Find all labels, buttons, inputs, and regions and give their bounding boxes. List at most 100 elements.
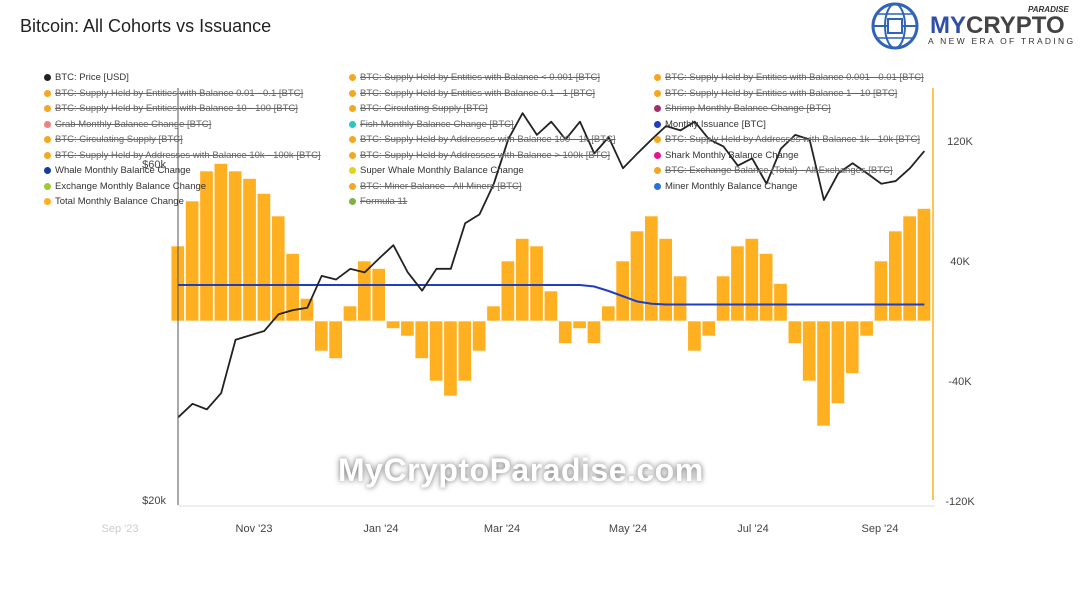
legend-label: BTC: Miner Balance - All Miners [BTC]: [360, 180, 522, 192]
legend-label: BTC: Supply Held by Addresses with Balan…: [360, 134, 616, 145]
bar: [414, 320, 429, 359]
legend-label: Shark Monthly Balance Change: [665, 149, 799, 161]
legend-label: BTC: Exchange Balance (Total) - All Exch…: [665, 165, 893, 176]
bar: [228, 170, 243, 322]
legend-dot-icon: [654, 89, 661, 97]
bar: [586, 320, 601, 344]
legend-item[interactable]: BTC: Miner Balance - All Miners [BTC]: [349, 181, 522, 192]
bar: [759, 253, 774, 322]
legend-dot-icon: [44, 198, 51, 205]
legend-dot-icon: [44, 89, 51, 97]
legend-item[interactable]: BTC: Circulating Supply [BTC]: [349, 103, 488, 114]
legend-item[interactable]: Shark Monthly Balance Change: [654, 150, 799, 161]
legend-item[interactable]: Total Monthly Balance Change: [44, 196, 184, 207]
bar: [529, 245, 544, 322]
bar: [386, 320, 400, 329]
legend-dot-icon: [654, 136, 661, 143]
bar: [343, 305, 357, 322]
legend-label: BTC: Supply Held by Entities with Balanc…: [360, 87, 595, 99]
legend-label: BTC: Circulating Supply [BTC]: [55, 134, 183, 145]
legend-item[interactable]: Fish Monthly Balance Change [BTC]: [349, 119, 514, 130]
svg-text:PARADISE: PARADISE: [1028, 5, 1069, 14]
legend-item[interactable]: BTC: Supply Held by Entities with Balanc…: [349, 88, 595, 99]
bar: [457, 320, 472, 382]
bar: [787, 320, 802, 344]
legend-item[interactable]: Formula 11: [349, 196, 407, 207]
legend-dot-icon: [44, 74, 51, 81]
bar: [256, 193, 271, 322]
legend-item[interactable]: Crab Monthly Balance Change [BTC]: [44, 119, 211, 130]
legend-label: BTC: Supply Held by Entities with Balanc…: [360, 72, 600, 83]
bar: [917, 208, 931, 322]
legend-item[interactable]: BTC: Exchange Balance (Total) - All Exch…: [654, 165, 893, 176]
legend-label: Shrimp Monthly Balance Change [BTC]: [665, 103, 831, 114]
legend-label: BTC: Supply Held by Entities with Balanc…: [55, 103, 298, 114]
bar: [601, 305, 616, 322]
bar: [443, 320, 458, 397]
bar: [687, 320, 702, 352]
x-tick-label: Jan '24: [363, 523, 398, 535]
legend-item[interactable]: BTC: Supply Held by Entities with Balanc…: [349, 72, 600, 83]
legend-label: Monthly Issuance [BTC]: [665, 118, 766, 130]
legend-item[interactable]: BTC: Supply Held by Entities with Balanc…: [44, 103, 298, 114]
legend-dot-icon: [44, 151, 51, 159]
legend-dot-icon: [349, 89, 356, 97]
bar: [873, 260, 888, 322]
x-tick-label: Jul '24: [737, 523, 768, 535]
bar: [845, 320, 860, 374]
legend-label: BTC: Circulating Supply [BTC]: [360, 103, 488, 114]
legend-dot-icon: [349, 167, 356, 174]
legend-dot-icon: [44, 105, 51, 112]
legend-item[interactable]: BTC: Supply Held by Addresses with Balan…: [654, 134, 920, 145]
legend-label: Miner Monthly Balance Change: [665, 180, 798, 192]
bar: [429, 320, 444, 382]
legend-item[interactable]: Shrimp Monthly Balance Change [BTC]: [654, 103, 831, 114]
legend-item[interactable]: Whale Monthly Balance Change: [44, 165, 191, 176]
bar: [357, 260, 372, 322]
legend-item[interactable]: Super Whale Monthly Balance Change: [349, 165, 524, 176]
watermark: MyCryptoParadise.com: [338, 452, 704, 488]
legend-label: Formula 11: [360, 196, 408, 207]
svg-text:A NEW ERA OF TRADING: A NEW ERA OF TRADING: [928, 36, 1075, 46]
legend-dot-icon: [44, 182, 51, 190]
legend-dot-icon: [349, 198, 356, 205]
bar: [543, 290, 558, 322]
bar: [400, 320, 415, 337]
bar: [285, 253, 300, 322]
legend-dot-icon: [349, 151, 356, 159]
bar: [615, 260, 630, 322]
legend-dot-icon: [349, 136, 356, 143]
legend-item[interactable]: Exchange Monthly Balance Change: [44, 181, 206, 192]
legend-label: Super Whale Monthly Balance Change: [360, 165, 524, 176]
legend-dot-icon: [654, 167, 661, 174]
legend-item[interactable]: BTC: Circulating Supply [BTC]: [44, 134, 183, 145]
bar: [558, 320, 573, 344]
bar: [816, 320, 831, 427]
globe-chip-icon: [871, 2, 919, 50]
x-tick-label: Sep '24: [862, 523, 899, 535]
y-right-tick-label: 40K: [950, 256, 970, 268]
legend-dot-icon: [349, 182, 356, 190]
y-left-tick-label: $20k: [142, 495, 166, 507]
legend-label: BTC: Supply Held by Entities with Balanc…: [55, 87, 304, 99]
bar: [802, 320, 817, 382]
legend-item[interactable]: Miner Monthly Balance Change: [654, 181, 798, 192]
legend-item[interactable]: Monthly Issuance [BTC]: [654, 119, 766, 130]
legend-label: BTC: Supply Held by Entities with Balanc…: [665, 72, 924, 83]
legend-item[interactable]: BTC: Price [USD]: [44, 72, 129, 83]
legend-item[interactable]: BTC: Supply Held by Entities with Balanc…: [44, 88, 303, 99]
legend-dot-icon: [349, 74, 356, 81]
bar: [830, 320, 845, 404]
bar: [472, 320, 487, 352]
legend-dot-icon: [44, 167, 51, 174]
bar: [371, 268, 386, 322]
legend-item[interactable]: BTC: Supply Held by Addresses with Balan…: [44, 150, 321, 161]
legend-item[interactable]: BTC: Supply Held by Addresses with Balan…: [349, 134, 616, 145]
legend-dot-icon: [349, 120, 356, 128]
legend-item[interactable]: BTC: Supply Held by Entities with Balanc…: [654, 88, 897, 99]
bar: [185, 200, 200, 322]
y-right-tick-label: -40K: [948, 376, 972, 388]
legend-item[interactable]: BTC: Supply Held by Entities with Balanc…: [654, 72, 924, 83]
legend-item[interactable]: BTC: Supply Held by Addresses with Balan…: [349, 150, 610, 161]
